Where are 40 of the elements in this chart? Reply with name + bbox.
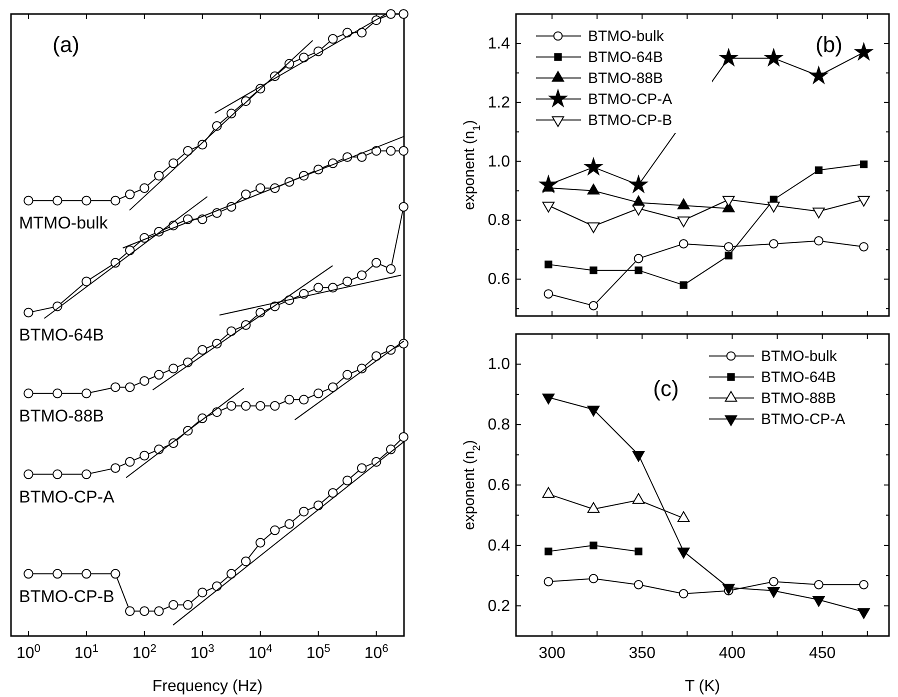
y-tick-label: 0.6 (488, 271, 510, 288)
series-label: BTMO-64B (19, 326, 104, 345)
x-tick-label: 10$^{4}$ (248, 643, 272, 662)
legend-label: BTMO-64B (588, 49, 664, 66)
y-tick-label: 1.2 (488, 94, 510, 112)
legend-label: BTMO-CP-B (588, 112, 672, 129)
series-label: BTMO-88B (19, 406, 104, 426)
legend-label: BTMO-88B (761, 390, 836, 407)
x-tick-label: 10$^{2}$ (132, 643, 156, 662)
annotation: (b) (816, 32, 842, 57)
x-tick-label: 10$^{3}$ (190, 643, 214, 662)
x-tick-label: 10$^{0}$ (16, 643, 40, 662)
y-tick-label: 1.0 (488, 153, 510, 170)
legend-label: BTMO-64B (761, 369, 836, 386)
x-tick-label: 400 (718, 645, 746, 662)
series-label: BTMO-CP-A (19, 487, 116, 506)
y-tick-label: 1.4 (488, 35, 510, 52)
annotation: (a) (52, 32, 80, 57)
x-tick-label: 300 (538, 645, 566, 662)
y-tick-label: 0.8 (488, 416, 510, 434)
series-label: BTMO-CP-B (19, 586, 114, 606)
annotation: (c) (653, 376, 679, 401)
x-tick-label: 10$^{6}$ (364, 643, 388, 662)
x-axis-title: T (K) (684, 678, 720, 695)
y-tick-label: 0.2 (488, 598, 510, 615)
y-tick-label: 0.6 (488, 477, 510, 494)
legend-label: BTMO-CP-A (761, 411, 846, 428)
legend-label: BTMO-bulk (761, 348, 838, 365)
legend-label: BTMO-88B (588, 70, 664, 87)
x-tick-label: 350 (628, 645, 656, 662)
series-label: MTMO-bulk (19, 214, 108, 233)
legend-label: BTMO-CP-A (588, 91, 672, 108)
legend-label: BTMO-bulk (588, 28, 664, 45)
y-tick-label: 1.0 (488, 356, 510, 374)
y-tick-label: 0.4 (488, 537, 510, 554)
y-tick-label: 0.8 (488, 212, 510, 230)
x-tick-label: 10$^{5}$ (306, 643, 330, 662)
x-axis-title: Frequency (Hz) (152, 678, 263, 695)
x-tick-label: 450 (808, 645, 836, 662)
x-tick-label: 10$^{1}$ (74, 643, 98, 662)
